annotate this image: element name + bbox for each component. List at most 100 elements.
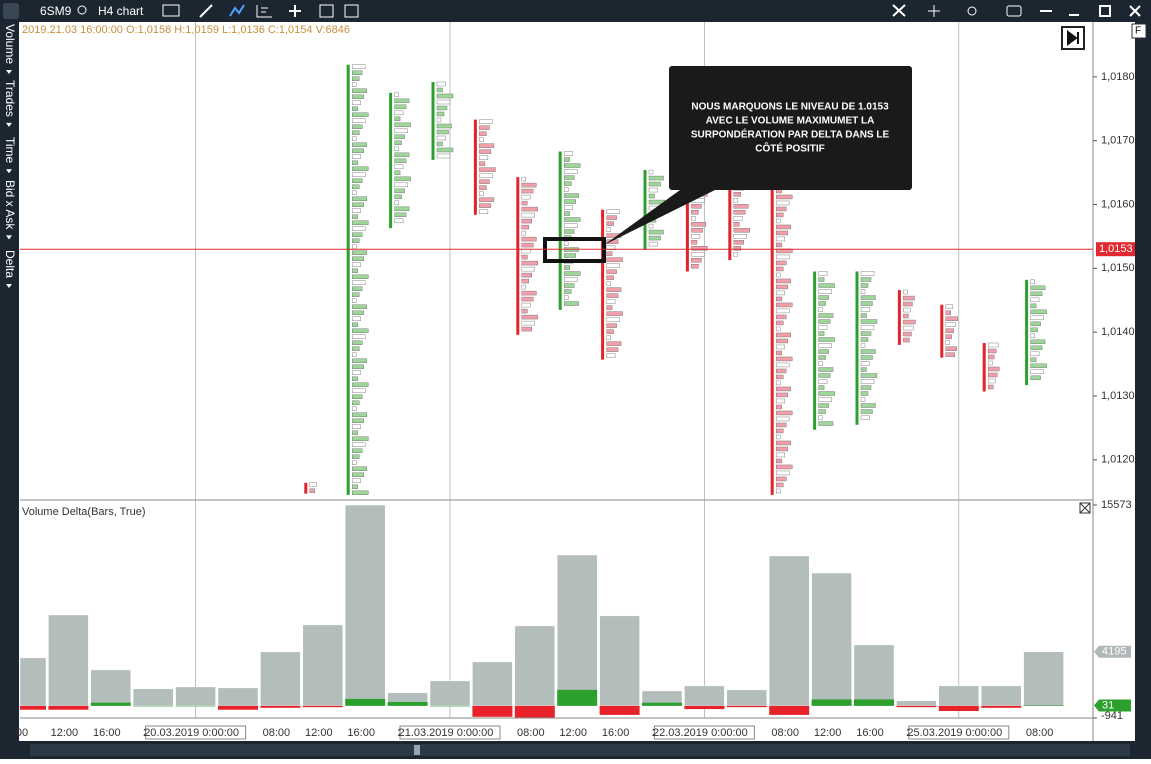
profile-cell <box>1030 333 1035 339</box>
profile-cell <box>818 373 831 378</box>
delta-bar <box>981 705 1022 708</box>
scroll-track[interactable] <box>30 744 1130 756</box>
camera-icon[interactable] <box>1006 5 1022 17</box>
profile-cell <box>648 187 658 193</box>
tools-icon[interactable] <box>892 4 906 17</box>
profile-cell <box>606 341 622 346</box>
profile-cell <box>352 328 369 333</box>
profile-cell <box>1030 291 1043 297</box>
add-icon[interactable] <box>289 5 301 17</box>
price-tick-label: 1,0120 <box>1101 454 1135 466</box>
profile-cell <box>352 202 364 207</box>
symbol[interactable]: 6SM9 <box>40 4 72 18</box>
profile-cell <box>436 135 446 141</box>
profile-cell <box>776 278 791 284</box>
volume-bar <box>853 644 895 707</box>
profile-cell <box>776 386 791 392</box>
profile-cell <box>648 169 654 175</box>
layout-icon[interactable] <box>162 4 180 17</box>
cross-icon[interactable] <box>928 5 940 17</box>
profile-cell <box>860 355 873 360</box>
profile-cell <box>776 440 791 446</box>
date-box <box>653 725 755 740</box>
time-label: 08:00 <box>771 727 799 739</box>
profile-cell <box>564 241 569 246</box>
delta-bar <box>811 699 852 706</box>
f-button-label[interactable]: F <box>1135 26 1141 37</box>
profile-cell <box>606 347 619 352</box>
profile-cell <box>394 116 401 122</box>
profile-cell <box>521 278 529 284</box>
profile-cell <box>479 149 492 154</box>
profile-cell <box>436 123 452 129</box>
close[interactable] <box>1129 5 1141 17</box>
profile-cell <box>903 307 911 313</box>
side-tab[interactable]: Delta <box>3 250 17 278</box>
profile-cell <box>352 196 367 201</box>
scroll-thumb[interactable] <box>414 745 420 755</box>
profile-cell <box>564 175 575 180</box>
profile-cell <box>691 204 702 209</box>
profile-cell <box>352 130 360 135</box>
profile-cell <box>564 301 579 306</box>
side-tab[interactable]: Volume <box>3 24 17 64</box>
profile-cell <box>394 140 402 146</box>
indicator-icon[interactable] <box>229 4 245 17</box>
profile-cell <box>1030 363 1047 369</box>
profile-cell <box>733 252 738 257</box>
side-tab[interactable]: Time <box>3 137 17 164</box>
profile-cell <box>860 307 870 312</box>
autoscroll-icon[interactable] <box>1067 30 1079 46</box>
profile-cell <box>903 295 915 301</box>
profile-cell <box>1030 303 1037 309</box>
profile-cell <box>352 490 369 495</box>
profile-cell <box>860 361 870 366</box>
app-icon[interactable] <box>3 3 19 19</box>
link-icon[interactable] <box>967 6 977 16</box>
template-icon[interactable] <box>344 4 359 18</box>
profile-cell <box>436 105 448 111</box>
delta-bar <box>133 705 174 707</box>
profile-cell <box>648 229 664 235</box>
search-icon[interactable] <box>77 5 87 15</box>
profile-cell <box>1030 351 1040 357</box>
delta-bar <box>896 705 937 708</box>
window-icon[interactable] <box>319 4 334 18</box>
maximize[interactable] <box>1099 5 1111 17</box>
delta-bar <box>642 702 682 706</box>
profile-cell <box>903 319 916 325</box>
volume-bar <box>1023 651 1064 707</box>
profile-cell <box>479 155 489 160</box>
side-tab[interactable]: Trades <box>3 80 17 117</box>
f-button[interactable] <box>1131 23 1147 39</box>
profile-cell <box>521 284 526 290</box>
profile-cell <box>648 193 655 199</box>
profile-cell <box>903 301 913 307</box>
profile-cell <box>945 316 958 321</box>
profile-cell <box>648 241 658 247</box>
chart-type[interactable]: H4 chart <box>98 4 144 18</box>
side-tab[interactable]: Bid x Ask <box>3 180 17 230</box>
draw-icon[interactable] <box>199 4 213 18</box>
profile-cell <box>818 415 823 420</box>
time-label: 12:00 <box>305 727 333 739</box>
profile-cell <box>860 313 867 318</box>
profile-cell <box>606 287 622 292</box>
profile-cell <box>818 397 832 402</box>
annotation-line: SURPONDÉRATION PAR DELTA DANS LE <box>691 128 890 141</box>
bars-icon[interactable] <box>256 5 272 18</box>
pane-close-x[interactable] <box>1079 502 1091 514</box>
volume-bar <box>472 661 513 707</box>
profile-cell <box>776 482 784 488</box>
volume-bar <box>980 685 1022 707</box>
profile-cell <box>1030 279 1035 285</box>
profile-cell <box>776 302 793 308</box>
profile-cell <box>776 200 790 206</box>
profile-cell <box>776 416 790 422</box>
profile-cell <box>776 488 781 494</box>
profile-cell <box>691 240 698 245</box>
profile-cell <box>860 289 866 294</box>
time-label: 12:00 <box>51 727 79 739</box>
profile-cell <box>394 200 399 206</box>
